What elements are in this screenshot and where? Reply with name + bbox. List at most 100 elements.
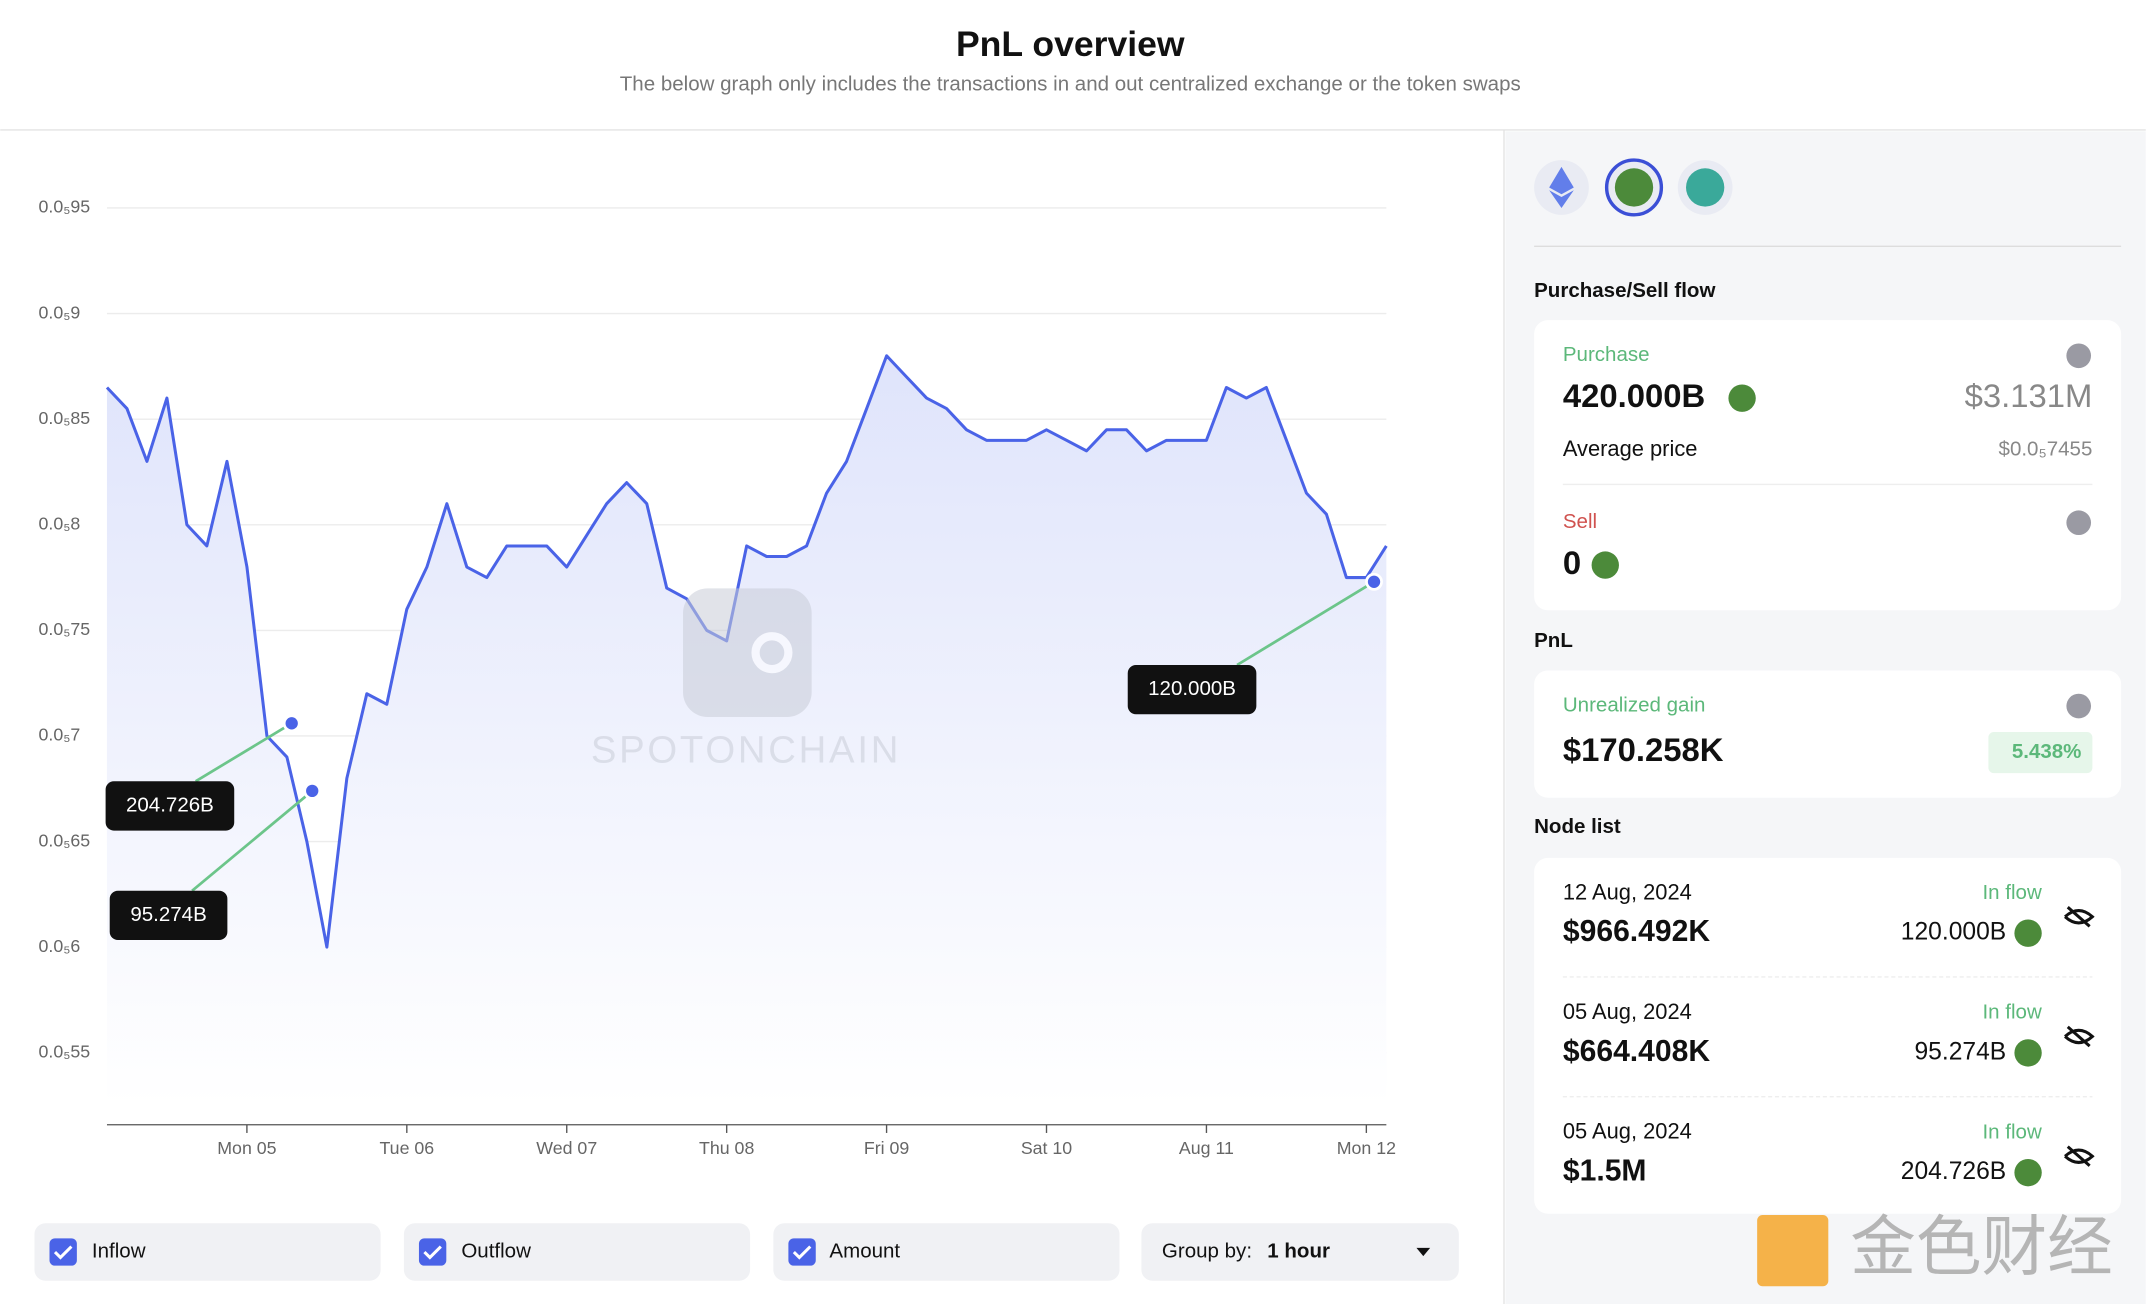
footer-logo: 金色财经	[1757, 1210, 2113, 1287]
node-usd: $966.492K	[1563, 915, 1711, 948]
y-tick-label: 0.0₅75	[39, 619, 91, 639]
checkbox-label: Inflow	[92, 1239, 146, 1262]
eth-icon	[1549, 166, 1574, 208]
percent-badge	[1988, 732, 2093, 774]
flow-marker	[282, 714, 301, 733]
hide-icon[interactable]	[2064, 1145, 2095, 1167]
check-icon	[423, 1245, 442, 1260]
node-date: 05 Aug, 2024	[1563, 1119, 1692, 1144]
help-icon[interactable]	[2066, 693, 2092, 719]
node-usd: $1.5M	[1563, 1155, 1647, 1188]
x-tick-label: Wed 07	[536, 1138, 597, 1158]
watermark-text: SPOTONCHAIN	[591, 729, 901, 772]
sell-amount: 0	[1563, 544, 1581, 581]
card	[1534, 670, 2122, 798]
node-flow: In flow	[1982, 1001, 2041, 1024]
checkbox-control[interactable]	[34, 1223, 381, 1281]
pepe-icon	[1728, 384, 1756, 412]
avg-price: $0.0₅7455	[1999, 438, 2093, 461]
x-tick-label: Mon 05	[217, 1138, 276, 1158]
group-by-label: Group by:	[1162, 1239, 1252, 1262]
card	[1534, 857, 2122, 1214]
callout-box	[105, 781, 235, 831]
section-title: PnL	[1534, 629, 1573, 652]
check-icon	[792, 1245, 812, 1260]
callout-box	[1127, 664, 1257, 715]
x-tick-label: Tue 06	[379, 1138, 434, 1158]
node-amount: 120.000B	[1901, 919, 2006, 946]
pepe-icon	[2014, 919, 2042, 947]
checkbox[interactable]	[418, 1238, 447, 1266]
gain-percent: 5.438%	[2012, 740, 2082, 763]
card	[1534, 320, 2122, 611]
node-flow: In flow	[1982, 881, 2041, 904]
token-tabs	[1534, 158, 2122, 247]
gain-value: $170.258K	[1563, 731, 1724, 768]
y-tick-label: 0.0₅9	[39, 302, 81, 322]
help-icon[interactable]	[2066, 510, 2092, 536]
controls: Inflow Outflow Amount Group by: 1 hour	[34, 1223, 1459, 1281]
hide-icon[interactable]	[2064, 906, 2095, 928]
x-tick-label: Thu 08	[699, 1138, 754, 1158]
purchase-amount: 420.000B	[1563, 377, 1705, 414]
watermark-logo	[751, 632, 793, 674]
node-flow: In flow	[1982, 1120, 2041, 1143]
purchase-usd: $3.131M	[1965, 377, 2093, 414]
node-date: 12 Aug, 2024	[1563, 879, 1692, 904]
pepe-icon	[2014, 1039, 2042, 1067]
page-title: PnL overview	[956, 24, 1185, 64]
purchase-label: Purchase	[1563, 343, 1650, 366]
callout-box	[109, 890, 228, 941]
line	[105, 354, 1388, 949]
callout-label: 120.000B	[1148, 677, 1236, 700]
area	[106, 355, 1387, 1106]
sell-label: Sell	[1563, 510, 1597, 533]
annotations: 204.726B 95.274B 120.000B	[105, 572, 1383, 941]
y-tick-label: 0.0₅55	[39, 1041, 91, 1061]
y-tick-label: 0.0₅85	[39, 408, 91, 428]
section-title: Purchase/Sell flow	[1534, 279, 1715, 302]
section-title: Node list	[1534, 815, 1621, 838]
callout-line	[194, 722, 293, 783]
watermark: SPOTONCHAIN	[591, 588, 901, 772]
x-tick-label: Aug 11	[1179, 1138, 1234, 1158]
page-subtitle: The below graph only includes the transa…	[620, 72, 1521, 95]
flow-marker	[1365, 572, 1383, 591]
logo-text: 金色财经	[1850, 1210, 2113, 1283]
x-tick-label: Sat 10	[1021, 1138, 1072, 1158]
y-tick-label: 0.0₅95	[39, 197, 91, 217]
y-tick-label: 0.0₅65	[39, 830, 91, 850]
logo-icon	[1757, 1215, 1829, 1287]
pepe-icon	[1614, 168, 1654, 207]
y-tick-label: 0.0₅7	[39, 725, 81, 745]
node-date: 05 Aug, 2024	[1563, 999, 1692, 1024]
checkbox[interactable]	[49, 1238, 77, 1266]
x-tick-label: Fri 09	[864, 1138, 910, 1158]
hide-icon[interactable]	[2064, 1025, 2095, 1048]
checkbox[interactable]	[788, 1238, 816, 1266]
x-tick-label: Mon 12	[1337, 1138, 1396, 1158]
flow-marker	[303, 782, 322, 800]
node-amount: 204.726B	[1901, 1158, 2006, 1185]
help-icon[interactable]	[2066, 343, 2092, 369]
check-icon	[53, 1245, 73, 1260]
callout-label: 95.274B	[130, 903, 206, 926]
group-by-dropdown[interactable]	[1141, 1223, 1459, 1281]
callout-label: 204.726B	[126, 793, 214, 816]
pepe-icon	[1591, 551, 1619, 579]
watermark-logo	[683, 588, 812, 717]
gain-label: Unrealized gain	[1563, 693, 1706, 716]
callout-line	[1236, 580, 1375, 667]
callout-line	[191, 789, 314, 892]
plot	[105, 354, 1388, 1106]
node-amount: 95.274B	[1915, 1038, 2007, 1065]
group-by-value: 1 hour	[1267, 1239, 1330, 1262]
checkbox-control[interactable]	[773, 1223, 1120, 1281]
checkbox-control[interactable]	[403, 1223, 751, 1281]
y-tick-label: 0.0₅6	[39, 936, 81, 956]
pepe-icon	[2014, 1158, 2042, 1187]
dropdown-arrow	[1416, 1247, 1431, 1257]
node-list: 12 Aug, 2024 $966.492K In flow 120.000B 05 A…	[1562, 879, 2095, 1188]
y-tick-label: 0.0₅8	[39, 513, 81, 533]
